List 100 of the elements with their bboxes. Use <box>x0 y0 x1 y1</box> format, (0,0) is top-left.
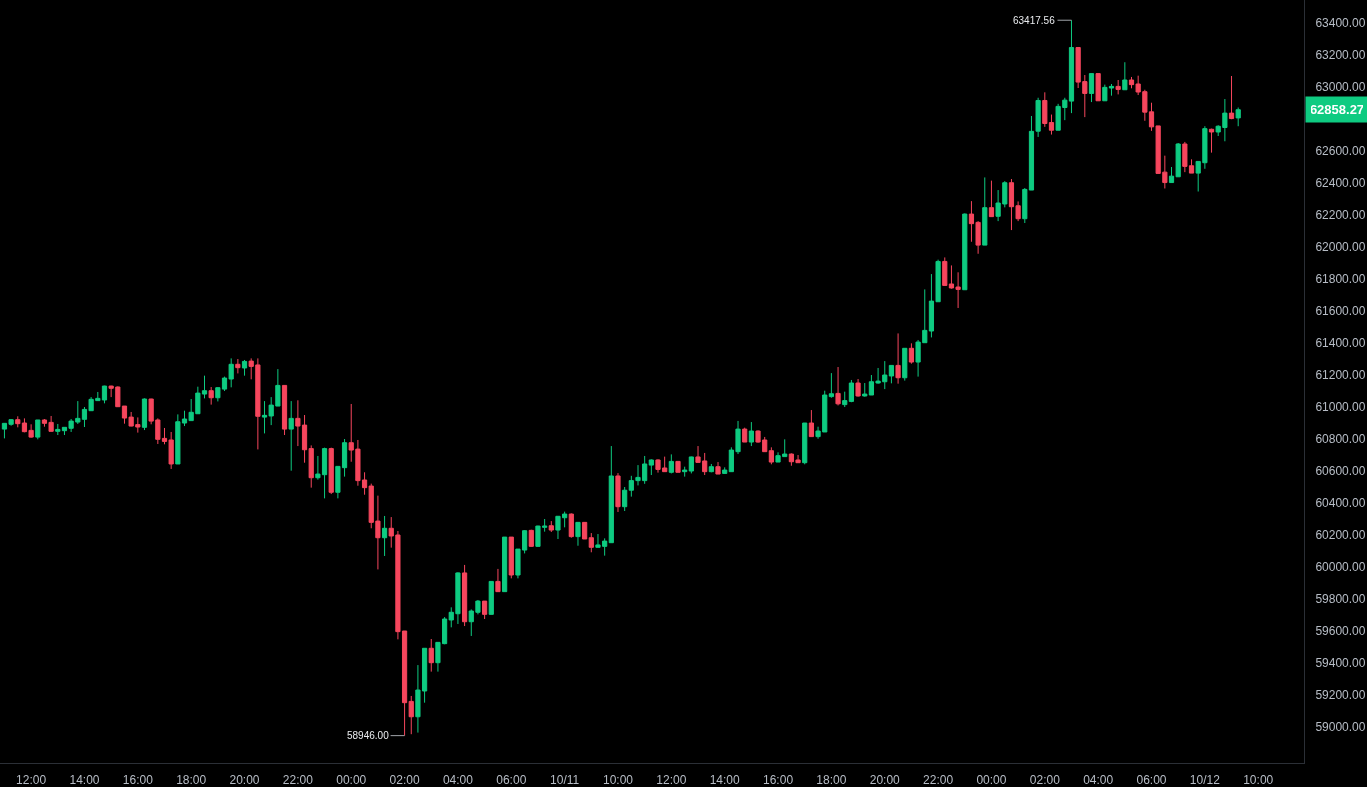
x-tick-label: 10/12 <box>1189 773 1221 787</box>
x-tick-label: 06:00 <box>496 773 527 787</box>
x-tick-label: 22:00 <box>282 773 314 787</box>
candlestick <box>575 521 581 547</box>
candlestick <box>208 386 214 406</box>
candlestick <box>408 695 414 735</box>
candlestick <box>1228 75 1235 120</box>
candlestick <box>962 212 968 291</box>
y-tick-label: 60400.00 <box>1315 496 1366 511</box>
candlestick <box>988 180 995 218</box>
x-tick-label: 12:00 <box>16 773 47 787</box>
annotation: 63417.56 <box>1013 15 1056 26</box>
candlestick <box>428 638 434 673</box>
candlestick <box>1115 79 1121 95</box>
x-tick-label: 18:00 <box>176 773 207 787</box>
candlestick <box>241 359 248 377</box>
candlestick <box>708 463 714 473</box>
x-tick-label: 14:00 <box>69 773 100 787</box>
x-tick-label: 02:00 <box>1029 773 1061 787</box>
y-tick-label: 63000.00 <box>1315 80 1366 95</box>
candlestick <box>895 332 901 385</box>
y-tick-label: 61000.00 <box>1315 400 1366 415</box>
candlestick <box>502 536 508 593</box>
candlestick <box>35 419 41 440</box>
candlestick <box>908 342 915 365</box>
candlestick <box>862 382 868 398</box>
candlestick <box>748 421 754 447</box>
y-tick-label: 63200.00 <box>1315 48 1366 63</box>
y-tick-label: 59600.00 <box>1315 624 1366 639</box>
y-tick-label: 62200.00 <box>1315 208 1366 223</box>
candlestick <box>902 347 908 382</box>
x-tick-label: 16:00 <box>763 773 794 787</box>
candlestick <box>462 564 468 627</box>
candlestick <box>1122 61 1128 91</box>
candlestick <box>488 580 494 615</box>
y-tick-label: 59400.00 <box>1315 656 1366 671</box>
y-tick-label: 60200.00 <box>1315 528 1366 543</box>
x-tick-label: 00:00 <box>336 773 367 787</box>
candlestick <box>722 466 728 474</box>
x-tick-label: 10:00 <box>602 773 634 787</box>
candlestick <box>281 384 288 436</box>
y-tick-label: 60800.00 <box>1315 432 1366 447</box>
candlestick <box>802 422 808 465</box>
candlestick <box>508 536 514 579</box>
candlestick <box>141 397 148 431</box>
candlestick <box>381 515 388 557</box>
candlestick <box>1235 107 1241 127</box>
x-tick-label: 14:00 <box>709 773 741 787</box>
x-tick-label: 22:00 <box>923 773 954 787</box>
candlestick <box>1208 128 1215 154</box>
y-tick-label: 62600.00 <box>1315 144 1366 159</box>
candlestick <box>668 453 674 474</box>
y-tick-label: 62400.00 <box>1315 176 1366 191</box>
x-tick-label: 20:00 <box>869 773 901 787</box>
candlestick <box>675 460 681 473</box>
y-tick-label: 61800.00 <box>1315 272 1366 287</box>
y-tick-label: 63400.00 <box>1315 16 1366 31</box>
x-tick-label: 00:00 <box>976 773 1007 787</box>
y-tick-label: 59800.00 <box>1315 592 1366 607</box>
candlestick <box>548 520 554 533</box>
candlestick <box>715 461 721 475</box>
x-tick-label: 06:00 <box>1136 773 1167 787</box>
candlestick <box>528 529 534 548</box>
y-tick-label: 61600.00 <box>1315 304 1366 319</box>
y-tick-label: 59200.00 <box>1315 688 1366 703</box>
x-tick-label: 16:00 <box>122 773 154 787</box>
text: 62858.27 <box>1309 102 1365 117</box>
candlestick <box>648 458 654 476</box>
candlestick <box>235 358 241 374</box>
candlestick <box>855 378 861 398</box>
candlestick <box>495 568 501 593</box>
candlestick <box>588 532 594 553</box>
x-tick-label: 18:00 <box>816 773 847 787</box>
y-tick-label: 61400.00 <box>1315 336 1366 351</box>
candlestick <box>768 446 774 465</box>
y-tick-label: 60600.00 <box>1315 464 1366 479</box>
candlestick <box>842 391 848 408</box>
x-tick-label: 20:00 <box>229 773 260 787</box>
y-tick-label: 61200.00 <box>1315 368 1366 383</box>
y-tick-label: 59000.00 <box>1315 720 1366 735</box>
candlestick <box>982 176 988 246</box>
x-tick-label: 02:00 <box>389 773 420 787</box>
candlestick <box>828 372 834 398</box>
y-tick-label: 62000.00 <box>1315 240 1366 255</box>
x-tick-label: 10/11 <box>550 773 580 787</box>
candlestick <box>742 427 748 443</box>
candlestick <box>482 600 488 620</box>
candlestick <box>582 521 588 540</box>
x-tick-label: 04:00 <box>442 773 474 787</box>
x-tick-label: 10:00 <box>1243 773 1274 787</box>
candlestick <box>622 486 628 512</box>
candlestick <box>608 445 614 544</box>
candlestick <box>1088 73 1095 103</box>
candlestick <box>848 379 854 403</box>
candlestick <box>328 447 334 495</box>
candlestick <box>808 409 814 438</box>
candlestick <box>1095 73 1101 102</box>
candlestick <box>835 366 841 406</box>
y-tick-label: 60000.00 <box>1315 560 1366 575</box>
candlestick <box>288 400 294 472</box>
